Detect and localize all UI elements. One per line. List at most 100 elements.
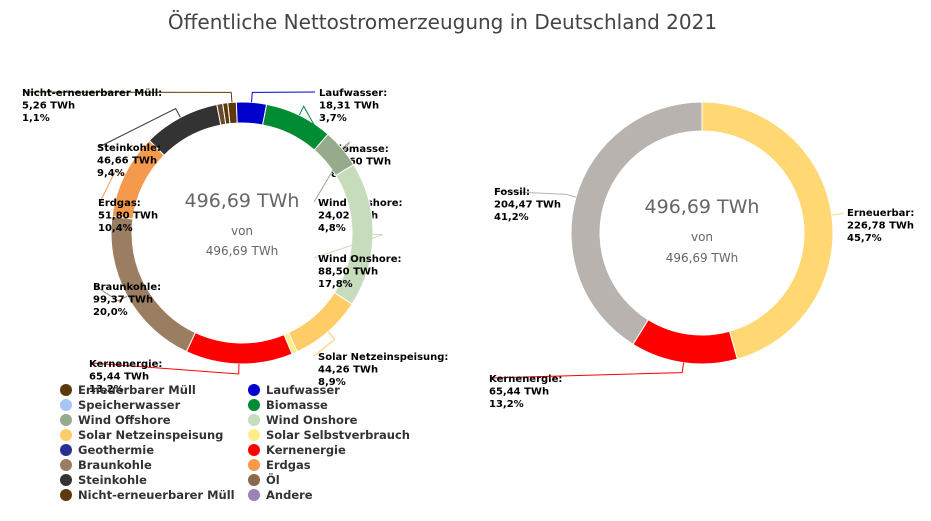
data-label-biomasse-2: 41,60 TWh [331,157,391,168]
slice-fossil[interactable] [570,101,703,346]
slice-erneuerbar[interactable] [701,101,834,360]
data-label-braunkohle-3: 20,0% [93,307,128,318]
center-von-label: von [231,224,253,238]
legend-marker-kernenergie [248,444,260,456]
legend-marker-wind-onshore [248,414,260,426]
data-label-erdgas-3: 10,4% [98,223,133,234]
data-label-erneuerbar-2: 226,78 TWh [847,221,914,232]
center-total-value: 496,69 TWh [645,196,760,218]
legend-marker-nicht-erneuerbarer-müll [60,489,72,501]
connector-kernenergie [490,362,685,379]
legend-item-geothermie[interactable]: Geothermie [78,443,154,457]
legend-item-speicherwasser[interactable]: Speicherwasser [78,398,181,412]
legend-marker-biomasse [248,399,260,411]
legend-item-steinkohle[interactable]: Steinkohle [78,473,147,487]
data-label-wind-onshore-2: 88,50 TWh [318,267,378,278]
legend-marker-geothermie [60,444,72,456]
data-label-laufwasser-3: 3,7% [319,113,347,124]
data-label-solar-netzeinspeisung-1: Solar Netzeinspeisung: [318,352,448,363]
chart-title: Öffentliche Nettostromerzeugung in Deuts… [167,10,718,34]
connector-erdgas [99,170,125,203]
data-label-kernenergie-1: Kernenergie: [89,359,162,370]
data-label-laufwasser-1: Laufwasser: [319,88,387,99]
legend-marker-speicherwasser [60,399,72,411]
data-label-wind-onshore-3: 17,8% [318,279,353,290]
slice-laufwasser[interactable] [235,101,268,126]
data-label-nicht-erneuerbarer-müll-2: 5,26 TWh [22,101,75,112]
data-label-kernenergie-2: 65,44 TWh [89,372,149,383]
legend-item-nicht-erneuerbarer-müll[interactable]: Nicht-erneuerbarer Müll [78,488,235,502]
data-label-nicht-erneuerbarer-müll-3: 1,1% [22,113,50,124]
data-label-laufwasser-2: 18,31 TWh [319,101,379,112]
data-label-wind-offshore-3: 4,8% [318,223,346,234]
legend-marker-solar-selbstverbrauch [248,429,260,441]
data-label-steinkohle-3: 9,4% [97,168,125,179]
legend-item-andere[interactable]: Andere [266,488,313,502]
data-label-kernenergie-3: 13,2% [89,384,124,395]
legend-item-solar-netzeinspeisung[interactable]: Solar Netzeinspeisung [78,428,223,442]
data-label-solar-netzeinspeisung-3: 8,9% [318,377,346,388]
data-label-kernenergie-3: 13,2% [489,399,524,410]
connector-laufwasser [251,91,316,103]
connector-nicht-erneuerbarer-müll [23,91,233,103]
connector-biomasse [298,105,328,149]
slice-solar-netzeinspeisung[interactable] [287,291,353,353]
data-label-steinkohle-2: 46,66 TWh [97,156,157,167]
legend-item-solar-selbstverbrauch[interactable]: Solar Selbstverbrauch [266,428,410,442]
center-total-value: 496,69 TWh [185,190,300,212]
legend-marker-öl [248,474,260,486]
legend-item-öl[interactable]: Öl [266,472,280,487]
data-label-erneuerbar-1: Erneuerbar: [847,208,914,219]
legend-item-wind-offshore[interactable]: Wind Offshore [78,413,171,427]
connector-wind-offshore [313,141,351,203]
slice-kernenergie[interactable] [185,331,293,365]
legend-item-erneuerbarer-müll[interactable]: Erneuerbarer Müll [78,383,196,397]
connector-wind-onshore [313,234,384,259]
data-label-erneuerbar-3: 45,7% [847,233,882,244]
slice-nicht-erneuerbarer-müll-2[interactable] [222,102,231,125]
data-label-braunkohle-2: 99,37 TWh [93,295,153,306]
legend-item-kernenergie[interactable]: Kernenergie [266,443,346,457]
legend-marker-braunkohle [60,459,72,471]
legend-marker-laufwasser [248,384,260,396]
legend-marker-andere [248,489,260,501]
data-label-fossil-1: Fossil: [494,187,530,198]
data-label-steinkohle-1: Steinkohle: [97,143,161,154]
legend-marker-solar-netzeinspeisung [60,429,72,441]
data-label-erdgas-2: 51,80 TWh [98,211,158,222]
legend-item-erdgas[interactable]: Erdgas [266,458,311,472]
data-label-erdgas-1: Erdgas: [98,198,141,209]
legend-marker-wind-offshore [60,414,72,426]
connector-steinkohle [98,107,181,148]
connector-kernenergie [90,362,240,375]
data-label-braunkohle-1: Braunkohle: [93,282,161,293]
center-total-sub: 496,69 TWh [666,251,739,265]
data-label-kernenergie-2: 65,44 TWh [489,387,549,398]
connector-erneuerbar [831,211,844,216]
connector-braunkohle [94,285,128,302]
data-label-wind-offshore-2: 24,02 TWh [318,211,378,222]
legend-marker-erdgas [248,459,260,471]
data-label-biomasse-1: Biomasse: [331,144,389,155]
chart-legend: Erneuerbarer Müll Laufwasser Speicherwasse… [60,383,410,502]
legend-marker-steinkohle [60,474,72,486]
data-label-fossil-2: 204,47 TWh [494,200,561,211]
data-label-kernenergie-1: Kernenergie: [489,374,562,385]
legend-marker-erneuerbarer-müll [60,384,72,396]
connector-fossil [495,190,577,198]
data-label-solar-netzeinspeisung-2: 44,26 TWh [318,365,378,376]
data-label-fossil-3: 41,2% [494,212,529,223]
legend-item-braunkohle[interactable]: Braunkohle [78,458,152,472]
legend-item-wind-onshore[interactable]: Wind Onshore [266,413,358,427]
center-von-label: von [691,230,713,244]
center-total-sub: 496,69 TWh [206,244,279,258]
legend-item-laufwasser[interactable]: Laufwasser [266,383,340,397]
connector-solar-netzeinspeisung [313,331,336,357]
legend-item-biomasse[interactable]: Biomasse [266,398,328,412]
data-label-nicht-erneuerbarer-müll-1: Nicht-erneuerbarer Müll: [22,88,162,99]
slice-kernenergie[interactable] [632,319,738,365]
data-label-wind-onshore-1: Wind Onshore: [318,254,402,265]
